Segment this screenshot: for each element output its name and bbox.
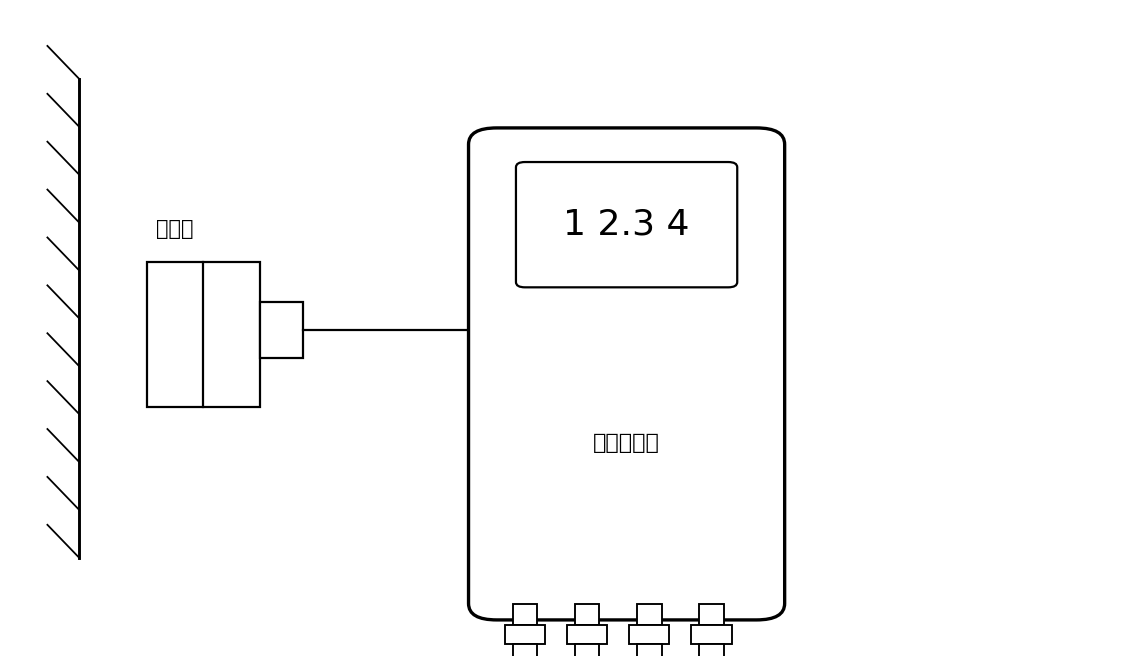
Bar: [699, 604, 724, 625]
FancyBboxPatch shape: [516, 162, 737, 287]
Bar: [575, 644, 599, 656]
Bar: [691, 625, 732, 644]
Bar: [629, 625, 669, 644]
Bar: [505, 625, 545, 644]
Bar: [575, 604, 599, 625]
Bar: [637, 604, 662, 625]
Bar: [567, 625, 607, 644]
Bar: [260, 302, 303, 358]
Bar: [637, 644, 662, 656]
Bar: [513, 644, 537, 656]
Text: 監視モニタ: 監視モニタ: [593, 433, 660, 453]
FancyBboxPatch shape: [469, 128, 785, 620]
Bar: [513, 604, 537, 625]
Bar: [699, 644, 724, 656]
Text: 1 2.3 4: 1 2.3 4: [563, 208, 690, 241]
Bar: [147, 262, 260, 407]
Text: センサ: センサ: [156, 220, 194, 239]
